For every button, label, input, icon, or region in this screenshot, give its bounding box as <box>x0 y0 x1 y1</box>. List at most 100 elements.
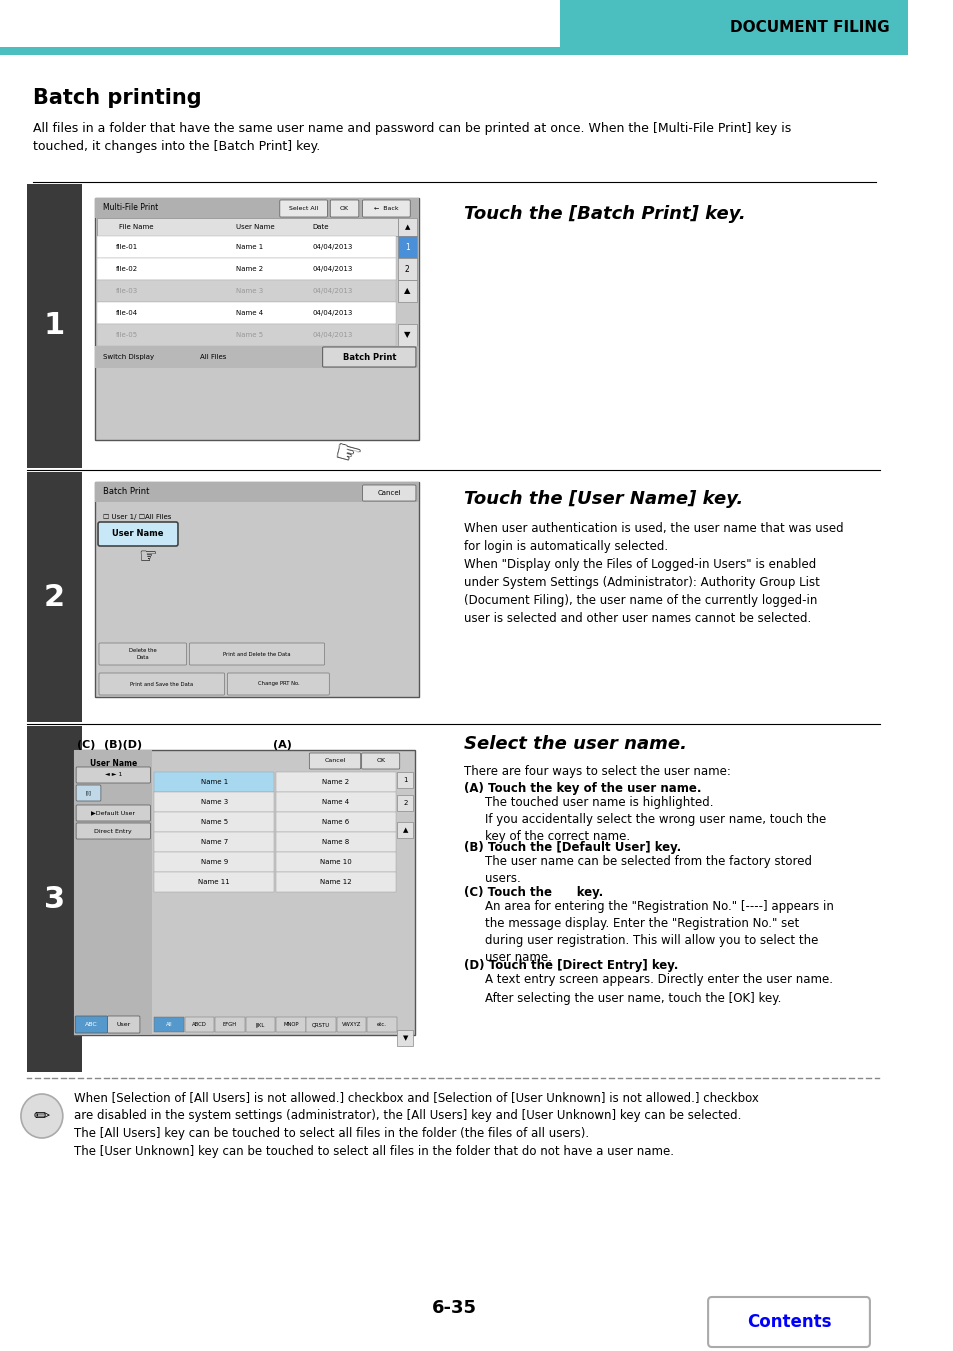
Text: Print and Delete the Data: Print and Delete the Data <box>223 651 291 657</box>
Text: After selecting the user name, touch the [OK] key.: After selecting the user name, touch the… <box>485 992 781 1005</box>
Text: ▲: ▲ <box>402 827 408 834</box>
Text: An area for entering the "Registration No." [----] appears in
the message displa: An area for entering the "Registration N… <box>485 900 833 965</box>
Text: ▲: ▲ <box>404 224 410 230</box>
Text: User Name: User Name <box>90 758 136 767</box>
Text: Name 2: Name 2 <box>322 780 349 785</box>
FancyBboxPatch shape <box>154 871 274 892</box>
Text: Cancel: Cancel <box>377 490 400 496</box>
FancyBboxPatch shape <box>214 1017 244 1032</box>
Text: QRSTU: QRSTU <box>312 1023 330 1028</box>
FancyBboxPatch shape <box>227 673 329 694</box>
FancyBboxPatch shape <box>95 199 418 218</box>
Text: The user name can be selected from the factory stored
users.: The user name can be selected from the f… <box>485 855 812 885</box>
FancyBboxPatch shape <box>108 1016 140 1034</box>
Text: 2: 2 <box>44 582 65 612</box>
FancyBboxPatch shape <box>275 871 395 892</box>
FancyBboxPatch shape <box>76 767 151 784</box>
FancyBboxPatch shape <box>95 346 418 367</box>
FancyBboxPatch shape <box>97 280 395 303</box>
FancyBboxPatch shape <box>396 794 413 811</box>
Circle shape <box>21 1094 63 1138</box>
FancyBboxPatch shape <box>559 0 907 49</box>
Text: etc.: etc. <box>376 1023 387 1028</box>
FancyBboxPatch shape <box>74 750 415 1035</box>
Text: User Name: User Name <box>235 224 274 230</box>
Text: 04/04/2013: 04/04/2013 <box>312 309 353 316</box>
Text: Name 10: Name 10 <box>320 859 352 865</box>
Text: ☞: ☞ <box>138 547 156 567</box>
Text: file-04: file-04 <box>116 309 138 316</box>
Text: ▼: ▼ <box>404 331 410 339</box>
Text: OK: OK <box>339 205 349 211</box>
Text: Name 9: Name 9 <box>200 859 228 865</box>
Text: Select All: Select All <box>289 205 318 211</box>
FancyBboxPatch shape <box>154 852 274 871</box>
Text: ▶Default User: ▶Default User <box>91 811 135 816</box>
FancyBboxPatch shape <box>99 673 224 694</box>
FancyBboxPatch shape <box>367 1017 396 1032</box>
FancyBboxPatch shape <box>154 812 274 832</box>
Text: Name 3: Name 3 <box>235 288 263 295</box>
Text: 2: 2 <box>405 265 409 273</box>
Text: 1: 1 <box>44 312 65 340</box>
Text: (C): (C) <box>77 740 95 750</box>
Text: Name 4: Name 4 <box>322 798 349 805</box>
Text: IJKL: IJKL <box>255 1023 265 1028</box>
Text: ▲: ▲ <box>404 286 410 296</box>
FancyBboxPatch shape <box>190 643 324 665</box>
Text: ✏: ✏ <box>33 1106 50 1125</box>
Text: Touch the [Batch Print] key.: Touch the [Batch Print] key. <box>464 205 745 223</box>
Text: Print and Save the Data: Print and Save the Data <box>131 681 193 686</box>
FancyBboxPatch shape <box>99 643 187 665</box>
FancyBboxPatch shape <box>361 753 399 769</box>
Text: Name 1: Name 1 <box>235 245 263 250</box>
Text: Name 12: Name 12 <box>320 880 352 885</box>
FancyBboxPatch shape <box>154 771 274 792</box>
FancyBboxPatch shape <box>0 47 907 55</box>
FancyBboxPatch shape <box>275 771 395 792</box>
FancyBboxPatch shape <box>245 1017 274 1032</box>
Text: MNOP: MNOP <box>283 1023 298 1028</box>
Text: Name 1: Name 1 <box>200 780 228 785</box>
FancyBboxPatch shape <box>397 258 416 280</box>
Text: Name 7: Name 7 <box>200 839 228 844</box>
Text: ABCD: ABCD <box>192 1023 207 1028</box>
Text: ▼: ▼ <box>402 1035 408 1042</box>
FancyBboxPatch shape <box>76 785 101 801</box>
Text: All Files: All Files <box>200 354 226 359</box>
Text: file-01: file-01 <box>116 245 138 250</box>
Text: ☐ User 1/ ☐All Files: ☐ User 1/ ☐All Files <box>103 513 171 520</box>
Text: (C) Touch the      key.: (C) Touch the key. <box>464 886 603 898</box>
Text: (B)(D): (B)(D) <box>104 740 142 750</box>
FancyBboxPatch shape <box>275 832 395 852</box>
FancyBboxPatch shape <box>154 832 274 852</box>
FancyBboxPatch shape <box>185 1017 213 1032</box>
FancyBboxPatch shape <box>154 792 274 812</box>
FancyBboxPatch shape <box>98 521 178 546</box>
Text: Select the user name.: Select the user name. <box>464 735 687 753</box>
FancyBboxPatch shape <box>74 750 152 1035</box>
FancyBboxPatch shape <box>275 852 395 871</box>
FancyBboxPatch shape <box>309 753 360 769</box>
FancyBboxPatch shape <box>396 1029 413 1046</box>
Text: ☞: ☞ <box>330 438 364 473</box>
Text: ◄ ► 1: ◄ ► 1 <box>105 773 122 777</box>
Text: (D) Touch the [Direct Entry] key.: (D) Touch the [Direct Entry] key. <box>464 959 679 971</box>
Text: 2: 2 <box>403 800 407 807</box>
FancyBboxPatch shape <box>362 485 416 501</box>
FancyBboxPatch shape <box>27 184 82 467</box>
Text: There are four ways to select the user name:: There are four ways to select the user n… <box>464 765 731 778</box>
Text: Name 11: Name 11 <box>198 880 230 885</box>
FancyBboxPatch shape <box>397 324 416 346</box>
Text: 04/04/2013: 04/04/2013 <box>312 266 353 272</box>
FancyBboxPatch shape <box>396 821 413 838</box>
FancyBboxPatch shape <box>397 280 416 303</box>
Text: file-05: file-05 <box>116 332 138 338</box>
Text: Name 4: Name 4 <box>235 309 263 316</box>
Text: 1: 1 <box>405 242 409 251</box>
Text: [i]: [i] <box>86 790 91 796</box>
FancyBboxPatch shape <box>707 1297 869 1347</box>
Text: file-03: file-03 <box>116 288 138 295</box>
Text: 1: 1 <box>403 777 407 784</box>
Text: Name 6: Name 6 <box>322 819 349 825</box>
